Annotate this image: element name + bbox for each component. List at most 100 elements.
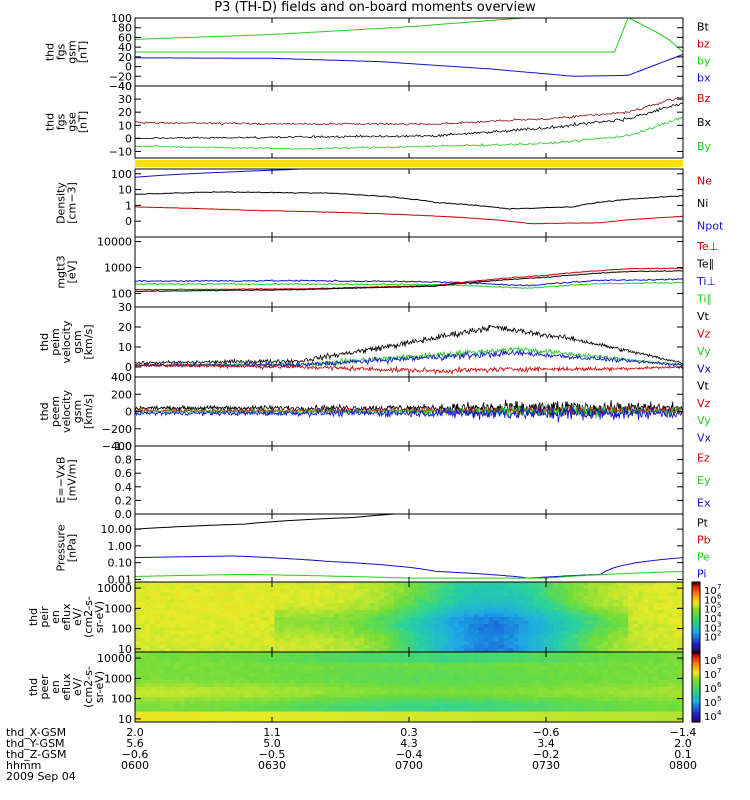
plot-area-pressure (135, 514, 683, 579)
y-tick-label: 0.8 (115, 454, 133, 467)
y-axis-label: peim (49, 328, 62, 356)
y-axis-label: [nT] (77, 111, 90, 133)
panel-temp: 10000 1000 100 mgtt3[eV] Te⊥ Te∥ Ti⊥ Ti∥ (55, 236, 718, 308)
legend-entry-Vy: Vy (697, 345, 711, 358)
y-axis-label: peem (49, 396, 62, 427)
y-axis-label: thd (38, 333, 51, 351)
plot-area-vel-peem (135, 399, 683, 423)
y-tick-label: 0.2 (115, 494, 133, 507)
x-axis-row-zgsm: thd_Z-GSM −0.6 −0.5 −0.4 −0.2 0.1 (6, 749, 706, 761)
legend-entry-Ey: Ey (697, 474, 711, 487)
series-by (135, 18, 678, 40)
legend-entry-Ex: Ex (697, 497, 711, 510)
series-Vy (135, 346, 683, 369)
y-tick-label: 100 (111, 168, 132, 181)
y-tick-label: 0.10 (108, 557, 133, 570)
y-tick-label: 10 (118, 643, 132, 656)
series-bx (135, 53, 683, 77)
y-axis-label: gse (66, 112, 79, 132)
series-Vx (135, 404, 683, 423)
x-axis-value: 0.3 (400, 726, 418, 739)
y-axis-label: sr-eV) (93, 671, 106, 703)
colorbar-tick-label: 10 (704, 633, 717, 644)
y-tick-label: −400 (102, 440, 132, 453)
series-Bx (135, 102, 683, 140)
legend-entry-bz: bz (697, 38, 710, 51)
series-Ni (135, 191, 683, 210)
colorbar-tick-exponent: 6 (717, 592, 722, 600)
panel-frame (134, 168, 684, 238)
x-axis-value: 1.1 (263, 726, 281, 739)
x-axis-row-name: thd_X-GSM (6, 726, 67, 739)
y-tick-label: 0.0 (115, 508, 133, 521)
y-axis-label: sr-eV) (93, 601, 106, 633)
colorbar-tick-label: 10 (704, 698, 717, 709)
y-axis-label: [eV] (66, 261, 79, 284)
y-tick-label: −200 (102, 423, 132, 436)
y-axis-label: Density (55, 182, 68, 224)
x-axis-value: −0.4 (395, 748, 423, 761)
legend-entry-By: By (697, 140, 712, 153)
plot-area-peir (135, 582, 683, 652)
y-axis-label: gsm (71, 400, 84, 423)
plot-area-vel-gsm (135, 324, 683, 376)
panel-peer: 10000 1000 100 10 thdpeerenefluxeV/(cm2-s-sr… (27, 651, 722, 726)
y-tick-label: −10 (109, 145, 132, 158)
y-tick-label: 60 (118, 31, 132, 44)
x-axis-value: 2.0 (674, 737, 692, 750)
legend-entry-Pe: Pe (697, 551, 710, 564)
colorbar-tick-exponent: 5 (717, 695, 721, 703)
legend-entry-Vt: Vt (697, 380, 710, 393)
x-axis-value: −0.2 (532, 748, 560, 761)
y-axis-label: fgs (55, 113, 68, 130)
x-axis-value: 3.4 (537, 737, 555, 750)
y-axis-label: [nPa] (66, 534, 79, 562)
y-tick-label: 20 (118, 106, 132, 119)
y-axis-label: eV/ (71, 608, 84, 626)
colorbar-tick-exponent: 5 (717, 602, 721, 610)
y-tick-label: 10 (118, 341, 132, 354)
legend-entry-Ni: Ni (697, 197, 708, 210)
y-tick-label: 40 (118, 80, 132, 93)
colorbar-tick-label: 10 (704, 586, 717, 597)
colorbar-tick-label: 10 (704, 712, 717, 723)
y-tick-label: 0.01 (108, 573, 133, 586)
y-tick-label: 1000 (104, 602, 132, 615)
colorbar-tick-exponent: 2 (717, 630, 721, 638)
x-axis-value: 0600 (121, 759, 149, 772)
panel-efield: 1.00.80.60.40.20.0 E=−VxB[mV/m] Ez Ey Ex (55, 440, 711, 521)
series-Pt (135, 514, 404, 530)
plot-area-fgs-gsm (135, 18, 683, 77)
y-tick-label: −40 (109, 80, 132, 93)
colorbar-tick-exponent: 7 (717, 583, 721, 591)
y-tick-label: 400 (111, 371, 132, 384)
panel-pressure: 10.00 1.00 0.10 0.01 Pressure[nPa] Pt Pb Pe Pi (55, 513, 711, 586)
legend-entry-Ti⊥: Ti⊥ (696, 275, 716, 288)
y-tick-label: 100 (111, 623, 132, 636)
x-axis-value: −0.5 (258, 748, 286, 761)
plot-area-peer (135, 652, 683, 722)
y-axis-label: velocity (60, 390, 73, 433)
legend-entry-Ne: Ne (697, 174, 712, 187)
y-tick-label: 0 (125, 61, 132, 74)
colorbar-tick-label: 10 (704, 656, 717, 667)
y-axis-label: (cm2-s- (82, 596, 95, 638)
y-tick-label: 20 (118, 321, 132, 334)
series-Te-par (135, 270, 683, 293)
plot-area-fgs-gse (135, 95, 683, 151)
y-tick-label: 30 (118, 93, 132, 106)
legend-entry-Vy: Vy (697, 414, 711, 427)
y-tick-label: 10 (118, 184, 132, 197)
legend-entry-Bx: Bx (697, 116, 712, 129)
panel-peir: 10000 1000 100 10 thdpeirenefluxeV/(cm2-s-sr… (27, 581, 722, 656)
legend-entry-by: by (697, 55, 711, 68)
legend-entry-Vz: Vz (697, 327, 711, 340)
y-axis-label: eflux (60, 603, 73, 631)
y-axis-label: [mV/m] (66, 459, 79, 500)
series-Ti-par (135, 281, 683, 289)
y-tick-label: 10000 (97, 652, 132, 665)
